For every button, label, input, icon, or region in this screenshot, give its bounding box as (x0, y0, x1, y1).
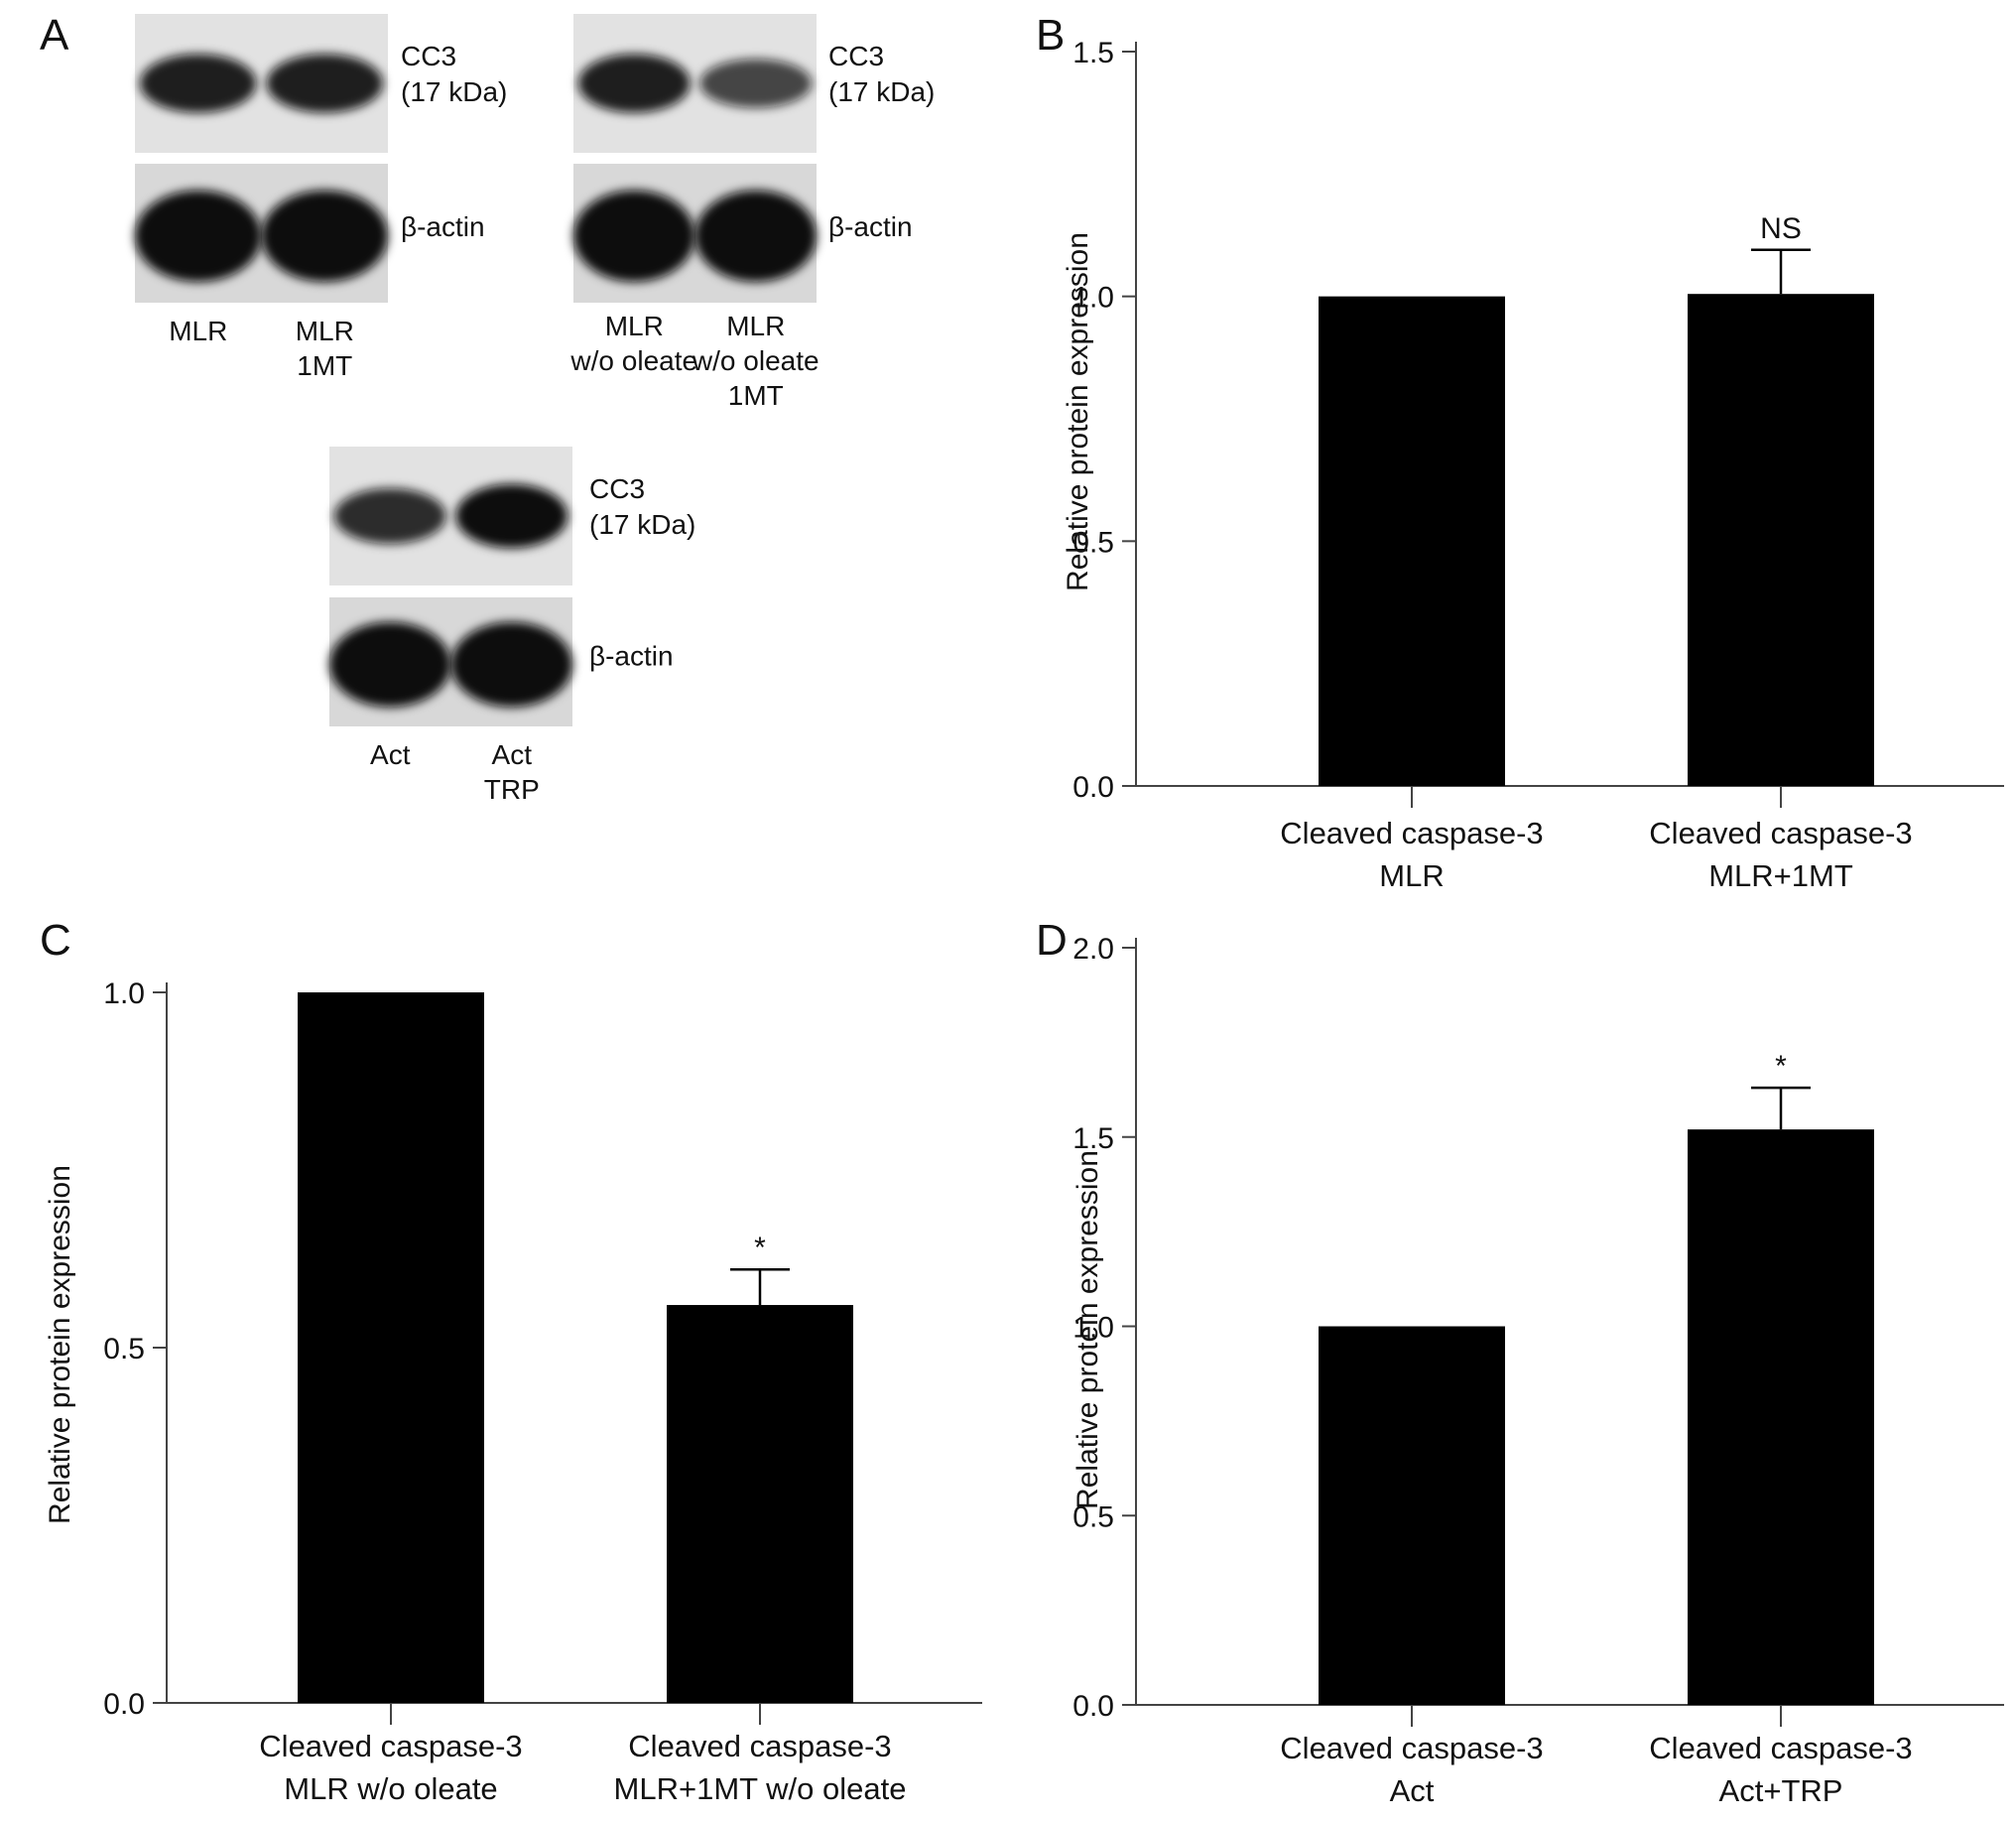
cc3-label: (17 kDa) (828, 76, 935, 107)
y-tick-label: 0.0 (1072, 771, 1114, 804)
lane-label: MLR (169, 316, 227, 346)
category-label: Cleaved caspase-3 (1280, 1731, 1543, 1765)
y-tick-label: 1.5 (1072, 37, 1114, 69)
lane-label: TRP (484, 774, 540, 805)
category-label: Cleaved caspase-3 (1649, 1731, 1912, 1765)
chart-d: D 0.0 0.5 1.0 1.5 2.0 Relative protein express… (1036, 916, 2004, 1808)
actin-band (450, 621, 572, 708)
cc3-label: (17 kDa) (589, 509, 695, 540)
lane-label: 1MT (728, 380, 784, 411)
bar (1688, 1129, 1874, 1705)
bar (298, 992, 484, 1703)
y-axis-title: Relative protein expression (1071, 1150, 1104, 1509)
bar (1688, 294, 1874, 786)
category-label: Act (1390, 1773, 1435, 1808)
chart-c: C 0.0 0.5 1.0 Relative protein expression Cle… (40, 916, 982, 1806)
lane-label: MLR (296, 316, 354, 346)
bar (1319, 296, 1505, 786)
ns-label: NS (1760, 212, 1802, 245)
cc3-band (455, 483, 568, 549)
panel-letter-a: A (40, 11, 69, 60)
lane-label: w/o oleate (692, 345, 819, 376)
bar (1319, 1326, 1505, 1705)
lane-label: Act (370, 739, 411, 770)
category-label: MLR+1MT (1708, 858, 1853, 893)
lane-label: 1MT (297, 350, 352, 381)
actin-band (261, 190, 388, 282)
y-tick-label: 0.5 (1072, 526, 1114, 559)
cc3-blot-strip (329, 447, 572, 585)
y-tick-label: 0.5 (103, 1333, 145, 1366)
cc3-label: CC3 (828, 41, 884, 71)
bar (667, 1305, 853, 1703)
category-label: Cleaved caspase-3 (1649, 816, 1912, 850)
lane-label: MLR (726, 311, 785, 341)
lane-label: Act (492, 739, 533, 770)
actin-label: β-actin (828, 211, 913, 242)
panel-letter-c: C (40, 916, 71, 965)
y-tick-label: 1.0 (103, 977, 145, 1010)
actin-blot-strip (135, 164, 388, 303)
cc3-blot-strip (135, 14, 388, 153)
actin-blot-strip (329, 597, 572, 726)
actin-band (694, 190, 817, 282)
blot-2: CC3 (17 kDa) β-actin MLR w/o oleate MLR w/o ol… (569, 14, 935, 411)
category-label: MLR (1379, 858, 1444, 893)
panel-letter-b: B (1036, 11, 1065, 60)
actin-label: β-actin (401, 211, 485, 242)
cc3-band (266, 54, 383, 113)
significance-star: * (1775, 1050, 1787, 1083)
cc3-label: CC3 (589, 473, 645, 504)
blot-1: CC3 (17 kDa) β-actin MLR MLR 1MT (135, 14, 507, 381)
y-tick-label: 0.5 (1072, 1500, 1114, 1533)
y-tick-label: 0.0 (103, 1688, 145, 1721)
actin-band (329, 621, 451, 708)
cc3-band (333, 488, 446, 544)
lane-label: w/o oleate (569, 345, 697, 376)
category-label: Cleaved caspase-3 (259, 1729, 522, 1763)
y-tick-label: 1.0 (1072, 1312, 1114, 1345)
lane-label: MLR (605, 311, 664, 341)
y-tick-label: 2.0 (1072, 933, 1114, 966)
blot-3: CC3 (17 kDa) β-actin Act Act TRP (329, 447, 695, 805)
category-label: Cleaved caspase-3 (1280, 816, 1543, 850)
cc3-band (699, 59, 813, 108)
actin-band (135, 190, 262, 282)
y-tick-label: 1.0 (1072, 282, 1114, 315)
panel-a: A CC3 (17 kDa) β-actin MLR MLR 1MT CC3 (17 kDa) β… (40, 11, 935, 805)
cc3-blot-strip (573, 14, 817, 153)
actin-label: β-actin (589, 641, 674, 672)
category-label: Act+TRP (1719, 1773, 1843, 1808)
panel-letter-d: D (1036, 916, 1068, 965)
cc3-band (577, 54, 691, 113)
category-label: MLR w/o oleate (284, 1771, 497, 1806)
y-tick-label: 1.5 (1072, 1122, 1114, 1155)
actin-band (573, 190, 695, 282)
category-label: Cleaved caspase-3 (628, 1729, 891, 1763)
y-axis-title: Relative protein expression (1062, 232, 1094, 591)
y-tick-label: 0.0 (1072, 1690, 1114, 1723)
actin-blot-strip (573, 164, 817, 303)
cc3-band (140, 54, 257, 113)
y-axis-title: Relative protein expression (44, 1165, 76, 1524)
category-label: MLR+1MT w/o oleate (614, 1771, 907, 1806)
cc3-label: (17 kDa) (401, 76, 507, 107)
significance-star: * (754, 1232, 766, 1264)
chart-b: B 0.0 0.5 1.0 1.5 Relative protein expression… (1036, 11, 2004, 893)
cc3-label: CC3 (401, 41, 456, 71)
